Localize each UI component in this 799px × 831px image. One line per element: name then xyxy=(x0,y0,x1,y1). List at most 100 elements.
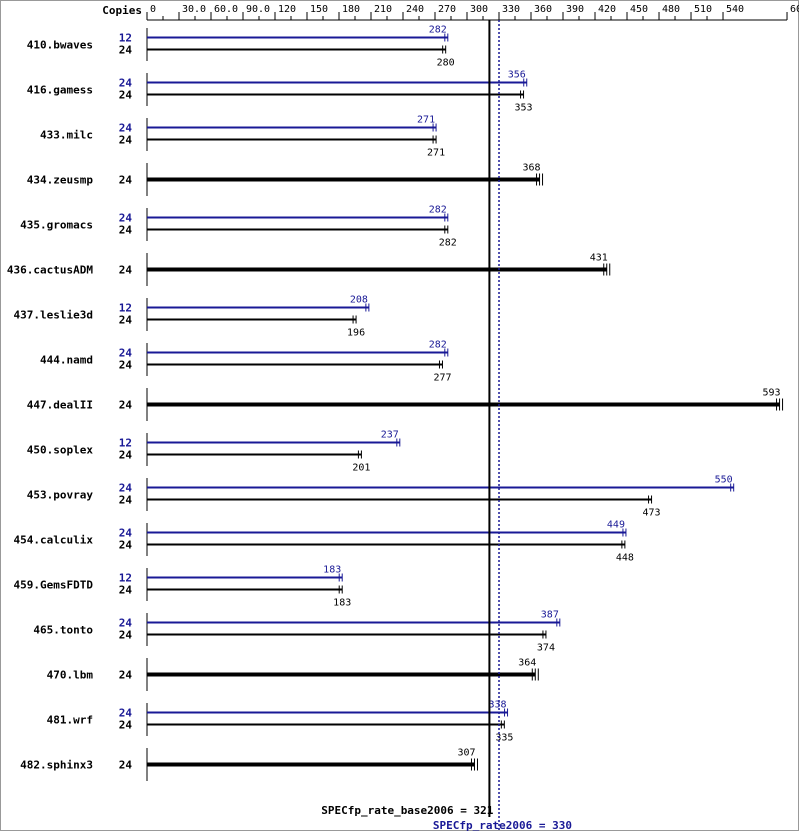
peak-copies: 24 xyxy=(119,707,133,720)
x-tick-label: 90.0 xyxy=(246,4,270,15)
base-value-label: 307 xyxy=(457,748,475,759)
x-tick-label: 540 xyxy=(726,4,744,15)
peak-copies: 24 xyxy=(119,77,133,90)
base-value-label: 448 xyxy=(616,553,634,564)
x-tick-label: 150 xyxy=(310,4,328,15)
peak-copies: 24 xyxy=(119,482,133,495)
peak-value-label: 356 xyxy=(508,70,526,81)
base-value-label: 196 xyxy=(347,328,365,339)
base-value-label: 201 xyxy=(352,463,370,474)
peak-value-label: 282 xyxy=(429,340,447,351)
peak-copies: 12 xyxy=(119,302,132,315)
peak-copies: 24 xyxy=(119,617,133,630)
benchmark-label: 453.povray xyxy=(27,489,94,502)
x-tick-label: 0 xyxy=(150,4,156,15)
x-tick-label: 210 xyxy=(374,4,392,15)
x-tick-label: 450 xyxy=(630,4,648,15)
base-copies: 24 xyxy=(119,264,133,277)
benchmark-label: 416.gamess xyxy=(27,84,93,97)
x-tick-label: 360 xyxy=(534,4,552,15)
base-value-label: 282 xyxy=(439,238,457,249)
peak-value-label: 338 xyxy=(489,700,507,711)
peak-value-label: 550 xyxy=(715,475,733,486)
benchmark-label: 437.leslie3d xyxy=(14,309,93,322)
peak-copies: 24 xyxy=(119,122,133,135)
base-copies: 24 xyxy=(119,134,133,147)
base-value-label: 473 xyxy=(643,508,661,519)
x-tick-label: 420 xyxy=(598,4,616,15)
base-value-label: 368 xyxy=(523,163,541,174)
benchmark-label: 447.dealII xyxy=(27,399,93,412)
benchmark-label: 433.milc xyxy=(40,129,93,142)
base-mean-label: SPECfp_rate_base2006 = 321 xyxy=(321,804,494,817)
base-value-label: 280 xyxy=(437,58,455,69)
base-copies: 24 xyxy=(119,89,133,102)
benchmark-label: 444.namd xyxy=(40,354,93,367)
peak-value-label: 183 xyxy=(323,565,341,576)
peak-value-label: 387 xyxy=(541,610,559,621)
peak-value-label: 237 xyxy=(381,430,399,441)
base-value-label: 277 xyxy=(433,373,451,384)
base-copies: 24 xyxy=(119,449,133,462)
benchmark-label: 470.lbm xyxy=(47,669,94,682)
benchmark-label: 450.soplex xyxy=(27,444,94,457)
peak-copies: 24 xyxy=(119,347,133,360)
peak-copies: 12 xyxy=(119,572,132,585)
peak-copies: 24 xyxy=(119,527,133,540)
base-value-label: 593 xyxy=(763,388,781,399)
x-tick-label: 180 xyxy=(342,4,360,15)
base-copies: 24 xyxy=(119,759,133,772)
base-copies: 24 xyxy=(119,44,133,57)
base-value-label: 183 xyxy=(333,598,351,609)
base-value-label: 374 xyxy=(537,643,555,654)
benchmark-label: 436.cactusADM xyxy=(7,264,93,277)
base-copies: 24 xyxy=(119,584,133,597)
x-tick-label: 330 xyxy=(502,4,520,15)
x-tick-label: 30.0 xyxy=(182,4,206,15)
benchmark-label: 482.sphinx3 xyxy=(20,759,93,772)
base-copies: 24 xyxy=(119,174,133,187)
base-copies: 24 xyxy=(119,359,133,372)
x-tick-label: 390 xyxy=(566,4,584,15)
base-value-label: 353 xyxy=(515,103,533,114)
peak-copies: 12 xyxy=(119,32,132,45)
base-copies: 24 xyxy=(119,314,133,327)
base-copies: 24 xyxy=(119,399,133,412)
benchmark-label: 465.tonto xyxy=(33,624,93,637)
peak-value-label: 282 xyxy=(429,205,447,216)
copies-header: Copies xyxy=(102,4,142,17)
base-copies: 24 xyxy=(119,669,133,682)
peak-value-label: 208 xyxy=(350,295,368,306)
peak-copies: 24 xyxy=(119,212,133,225)
peak-value-label: 449 xyxy=(607,520,625,531)
benchmark-label: 435.gromacs xyxy=(20,219,93,232)
benchmark-label: 481.wrf xyxy=(47,714,93,727)
benchmark-label: 459.GemsFDTD xyxy=(14,579,94,592)
base-value-label: 364 xyxy=(518,658,536,669)
peak-value-label: 282 xyxy=(429,25,447,36)
peak-mean-label: SPECfp_rate2006 = 330 xyxy=(433,819,572,831)
x-tick-label: 300 xyxy=(470,4,488,15)
x-tick-label: 510 xyxy=(694,4,712,15)
base-value-label: 335 xyxy=(495,733,513,744)
x-tick-label: 270 xyxy=(438,4,456,15)
x-tick-label: 480 xyxy=(662,4,680,15)
base-copies: 24 xyxy=(119,719,133,732)
benchmark-label: 410.bwaves xyxy=(27,39,93,52)
x-tick-label: 120 xyxy=(278,4,296,15)
peak-value-label: 271 xyxy=(417,115,435,126)
x-tick-label: 60.0 xyxy=(214,4,238,15)
base-copies: 24 xyxy=(119,224,133,237)
base-copies: 24 xyxy=(119,629,133,642)
peak-copies: 12 xyxy=(119,437,132,450)
benchmark-label: 454.calculix xyxy=(14,534,94,547)
base-copies: 24 xyxy=(119,494,133,507)
base-value-label: 271 xyxy=(427,148,445,159)
benchmark-label: 434.zeusmp xyxy=(27,174,94,187)
base-value-label: 431 xyxy=(590,253,608,264)
base-copies: 24 xyxy=(119,539,133,552)
x-tick-label: 600 xyxy=(790,4,799,15)
x-tick-label: 240 xyxy=(406,4,424,15)
